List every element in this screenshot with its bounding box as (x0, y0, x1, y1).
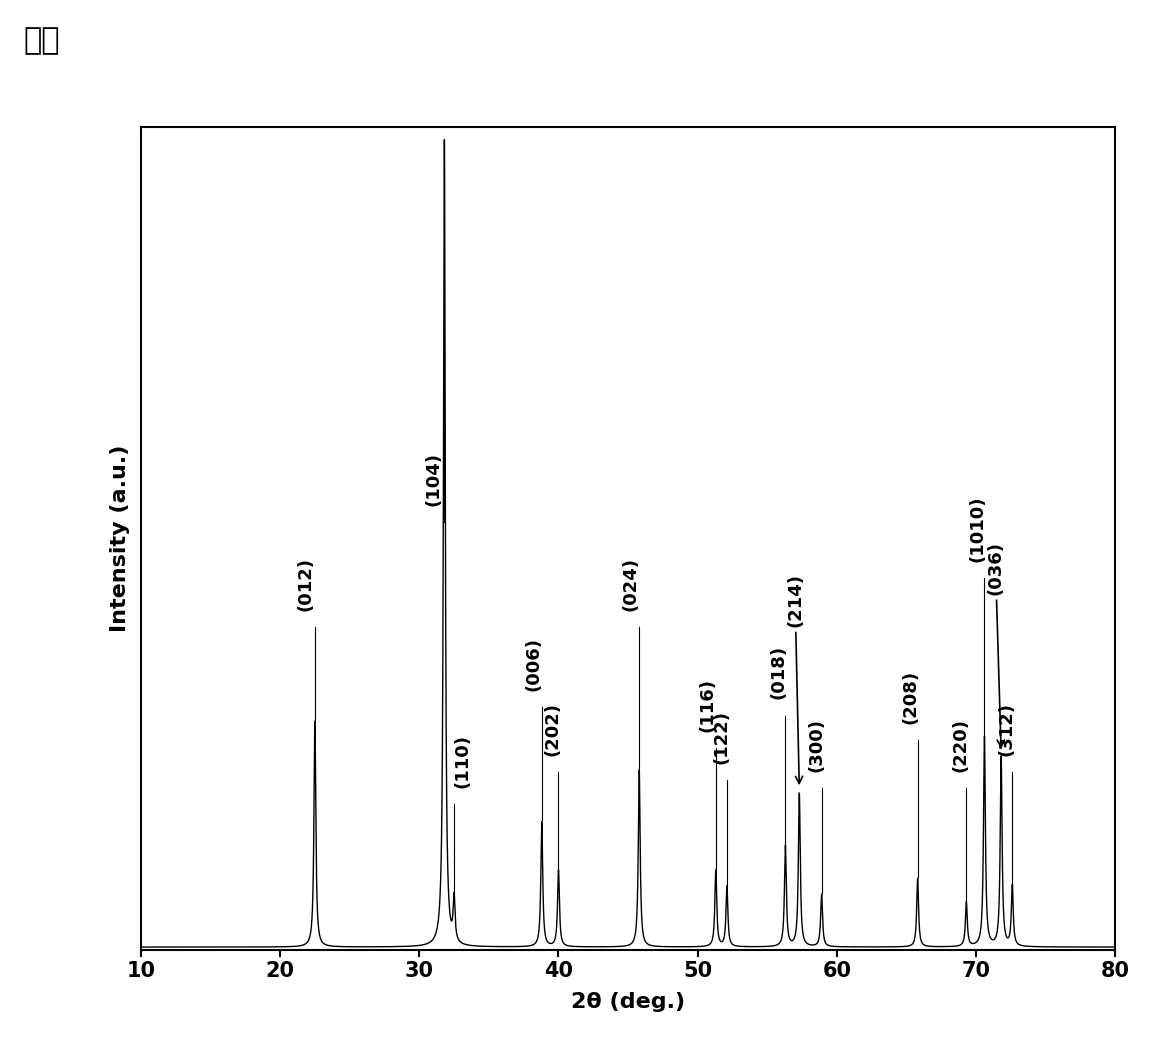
Text: (300): (300) (807, 718, 825, 772)
Text: (012): (012) (296, 557, 315, 611)
Text: (110): (110) (453, 734, 472, 788)
Text: (036): (036) (986, 540, 1005, 747)
X-axis label: 2θ (deg.): 2θ (deg.) (571, 993, 686, 1013)
Text: (202): (202) (544, 702, 562, 755)
Text: (220): (220) (952, 718, 970, 772)
Text: (1010): (1010) (969, 496, 986, 562)
Text: (006): (006) (525, 637, 542, 691)
Text: (208): (208) (902, 670, 919, 724)
Text: 强度: 强度 (23, 26, 60, 55)
Text: (104): (104) (424, 452, 443, 505)
Text: (214): (214) (787, 573, 804, 784)
Text: (116): (116) (699, 677, 716, 732)
Text: (018): (018) (769, 646, 788, 699)
Text: (312): (312) (998, 702, 1016, 755)
Text: (024): (024) (622, 557, 640, 611)
Y-axis label: Intensity (a.u.): Intensity (a.u.) (109, 444, 130, 632)
Text: (122): (122) (713, 710, 730, 764)
